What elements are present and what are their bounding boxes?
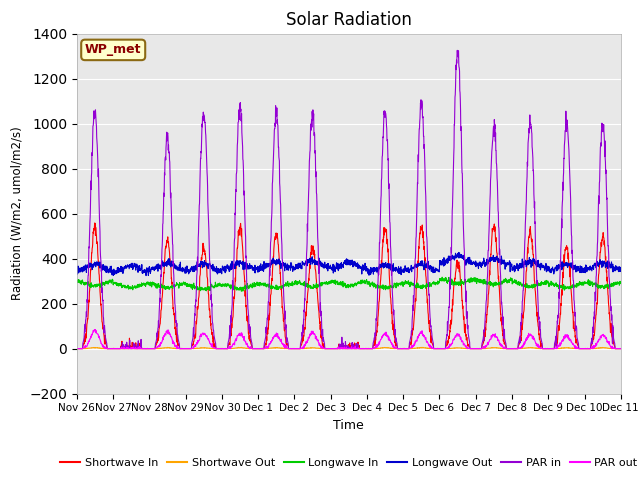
Longwave In [225, 282, 232, 288]
Line: Longwave Out: Longwave Out [77, 252, 621, 276]
Line: Shortwave In: Shortwave In [77, 223, 621, 348]
Shortwave In [569, 309, 577, 315]
Longwave Out [570, 267, 577, 273]
Line: Longwave In: Longwave In [77, 277, 621, 291]
PAR in [569, 274, 577, 279]
PAR out [376, 337, 384, 343]
PAR out [617, 346, 625, 351]
Shortwave Out [73, 346, 81, 351]
Shortwave In [584, 346, 592, 351]
PAR in [584, 346, 592, 351]
Shortwave In [73, 346, 81, 351]
PAR in [73, 346, 81, 351]
Shortwave Out [584, 346, 592, 351]
Shortwave In [376, 279, 384, 285]
Longwave Out [142, 273, 150, 278]
Legend: Shortwave In, Shortwave Out, Longwave In, Longwave Out, PAR in, PAR out: Shortwave In, Shortwave Out, Longwave In… [56, 453, 640, 472]
Longwave Out [73, 266, 81, 272]
Text: WP_met: WP_met [85, 43, 141, 56]
Longwave Out [365, 266, 372, 272]
Shortwave In [365, 346, 372, 351]
Longwave In [570, 284, 577, 289]
Title: Solar Radiation: Solar Radiation [286, 11, 412, 29]
Longwave In [617, 279, 625, 285]
Shortwave In [507, 346, 515, 351]
Longwave Out [584, 266, 592, 272]
PAR out [91, 326, 99, 332]
PAR out [584, 346, 592, 351]
Y-axis label: Radiation (W/m2, umol/m2/s): Radiation (W/m2, umol/m2/s) [11, 127, 24, 300]
PAR in [225, 338, 232, 344]
PAR in [365, 346, 372, 351]
PAR out [73, 346, 81, 351]
PAR in [376, 224, 384, 229]
PAR out [569, 341, 577, 347]
Shortwave Out [365, 346, 372, 351]
X-axis label: Time: Time [333, 419, 364, 432]
Longwave Out [376, 262, 384, 268]
Line: PAR in: PAR in [77, 50, 621, 348]
Shortwave In [617, 346, 625, 351]
Longwave In [584, 277, 592, 283]
PAR in [617, 346, 625, 351]
Longwave In [508, 277, 515, 283]
Longwave In [376, 285, 384, 290]
Longwave Out [454, 250, 462, 255]
PAR out [507, 346, 515, 351]
Longwave Out [225, 266, 232, 272]
PAR out [365, 346, 372, 351]
Longwave Out [617, 268, 625, 274]
Longwave In [365, 281, 372, 287]
PAR in [507, 346, 515, 351]
Shortwave Out [234, 345, 242, 350]
Shortwave In [91, 220, 99, 226]
Longwave In [73, 278, 81, 284]
Shortwave Out [225, 346, 232, 351]
Shortwave In [225, 341, 232, 347]
Line: PAR out: PAR out [77, 329, 621, 348]
PAR in [453, 48, 461, 53]
Shortwave Out [569, 345, 577, 351]
Shortwave Out [617, 346, 625, 351]
Longwave In [237, 288, 245, 294]
Longwave In [438, 274, 446, 280]
Shortwave Out [507, 346, 515, 351]
PAR out [225, 345, 232, 351]
Shortwave Out [376, 345, 384, 351]
Longwave Out [508, 263, 515, 269]
